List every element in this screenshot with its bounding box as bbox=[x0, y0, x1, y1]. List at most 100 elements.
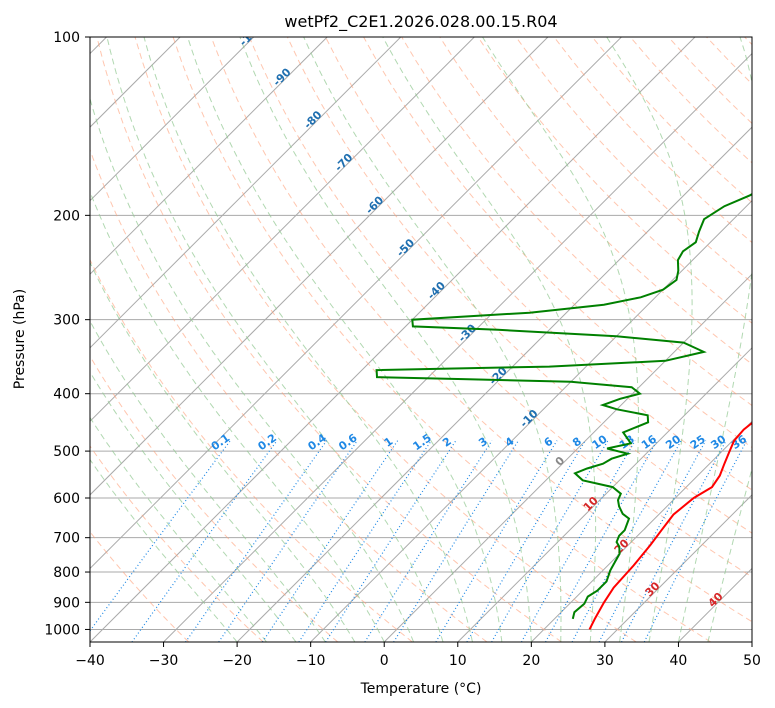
x-axis-label: Temperature (°C) bbox=[360, 681, 482, 697]
x-tick-label: 30 bbox=[596, 653, 614, 669]
mixing-ratio-label: 1.5 bbox=[411, 431, 434, 453]
dry-adiabat bbox=[248, 37, 752, 578]
y-tick-label: 200 bbox=[53, 208, 80, 224]
isotherm-line bbox=[751, 641, 752, 642]
isotherm-line bbox=[310, 199, 752, 642]
mixing-ratio-label: 1 bbox=[382, 435, 396, 450]
isotherm-label: -60 bbox=[363, 193, 386, 216]
moist-adiabat bbox=[90, 416, 267, 642]
isotherm-line bbox=[90, 37, 696, 642]
dry-adiabat bbox=[210, 37, 752, 623]
moist-adiabat bbox=[90, 261, 356, 642]
mixing-ratio-line bbox=[90, 440, 231, 632]
temperature-profile bbox=[588, 421, 752, 630]
x-tick-label: 10 bbox=[449, 653, 467, 669]
moist-adiabat bbox=[606, 37, 693, 642]
isotherm-line bbox=[678, 567, 752, 642]
isotherm-label: -50 bbox=[394, 236, 417, 259]
isotherm-label: -30 bbox=[456, 321, 479, 344]
x-tick-label: −20 bbox=[222, 653, 252, 669]
x-tick-label: −40 bbox=[75, 653, 105, 669]
x-tick-label: 40 bbox=[670, 653, 688, 669]
dry-adiabat bbox=[744, 37, 752, 46]
isotherm-line bbox=[457, 347, 752, 642]
dry-adiabat bbox=[286, 37, 752, 534]
moist-adiabat bbox=[90, 320, 326, 642]
moist-adiabat bbox=[90, 458, 238, 642]
mixing-ratio-line bbox=[261, 440, 399, 642]
mixing-ratio-line bbox=[491, 440, 609, 642]
dry-adiabat bbox=[172, 37, 712, 642]
moist-adiabat bbox=[482, 37, 639, 642]
isotherm-label: -70 bbox=[332, 151, 355, 174]
moist-adiabat bbox=[90, 370, 297, 642]
mixing-ratio-line bbox=[325, 440, 457, 642]
moist-adiabat bbox=[90, 190, 385, 642]
sounding-profiles bbox=[375, 193, 752, 630]
isotherm-label: -40 bbox=[425, 279, 448, 302]
x-tick-label: −30 bbox=[149, 653, 179, 669]
dry-adiabat bbox=[90, 531, 190, 642]
dry-adiabat bbox=[90, 258, 413, 642]
mixing-ratio-line bbox=[571, 440, 682, 642]
moist-adiabat bbox=[143, 37, 473, 642]
mixing-ratio-label: 8 bbox=[570, 435, 584, 450]
isotherm-label: -90 bbox=[270, 65, 293, 88]
dry-adiabat bbox=[668, 37, 752, 125]
mixing-ratio-label: 25 bbox=[688, 433, 708, 452]
moist-adiabat bbox=[303, 37, 562, 642]
mixing-ratio-line bbox=[598, 440, 707, 642]
isotherm-line bbox=[90, 37, 549, 496]
mixing-ratio-line bbox=[131, 440, 278, 642]
x-tick-label: −10 bbox=[296, 653, 326, 669]
background-lines bbox=[90, 37, 752, 642]
y-tick-label: 800 bbox=[53, 565, 80, 581]
x-tick-label: 50 bbox=[743, 653, 761, 669]
isotherm-line bbox=[236, 126, 752, 642]
moist-adiabat bbox=[707, 466, 752, 642]
isotherm-line bbox=[163, 52, 752, 642]
y-axis-ticks: 100 200 300 400 500 600 700 800 900 1000 bbox=[44, 30, 90, 638]
isotherm-label: -10 bbox=[517, 407, 540, 430]
chart-title: wetPf2_C2E1.2026.028.00.15.R04 bbox=[284, 12, 557, 32]
isotherm-line bbox=[90, 37, 622, 570]
isotherm-label: 40 bbox=[706, 590, 726, 610]
mixing-ratio-label: 6 bbox=[542, 435, 556, 450]
dry-adiabat bbox=[134, 37, 637, 642]
dry-adiabat bbox=[325, 37, 752, 491]
mixing-ratio-label: 3 bbox=[476, 435, 490, 450]
isotherm-line bbox=[530, 420, 752, 642]
dry-adiabat bbox=[90, 445, 264, 642]
mixing-ratio-line bbox=[218, 440, 358, 642]
y-tick-label: 600 bbox=[53, 491, 80, 507]
dewpoint-profile bbox=[375, 193, 752, 620]
y-tick-label: 900 bbox=[53, 595, 80, 611]
mixing-ratio-line bbox=[466, 440, 586, 642]
mixing-ratio-line bbox=[435, 440, 558, 642]
mixing-ratio-line bbox=[393, 440, 519, 642]
mixing-ratio-line bbox=[364, 440, 493, 642]
dry-adiabat bbox=[90, 148, 488, 642]
mixing-ratio-label: 16 bbox=[639, 432, 659, 452]
x-axis-ticks: −40 −30 −20 −10 0 10 20 30 40 50 bbox=[75, 642, 761, 669]
moist-adiabat bbox=[239, 37, 532, 642]
moist-adiabat bbox=[677, 37, 752, 642]
dry-adiabat bbox=[96, 37, 562, 642]
isotherm-label: -80 bbox=[301, 108, 324, 131]
y-tick-label: 700 bbox=[53, 531, 80, 547]
mixing-ratio-label: 0.1 bbox=[209, 431, 232, 453]
isotherm-line bbox=[90, 37, 475, 423]
moist-adiabat bbox=[187, 37, 503, 642]
isotherm-label: 10 bbox=[581, 494, 601, 514]
mixing-ratio-line bbox=[185, 440, 328, 642]
y-tick-label: 400 bbox=[53, 387, 80, 403]
y-axis-label: Pressure (hPa) bbox=[12, 289, 28, 389]
isotherm-line bbox=[90, 37, 255, 202]
moist-adiabat bbox=[90, 96, 415, 642]
moist-adiabat bbox=[382, 37, 597, 642]
y-tick-label: 100 bbox=[53, 30, 80, 46]
moist-adiabat bbox=[106, 37, 444, 642]
isotherm-label: 20 bbox=[612, 536, 632, 556]
y-tick-label: 1000 bbox=[44, 622, 80, 638]
